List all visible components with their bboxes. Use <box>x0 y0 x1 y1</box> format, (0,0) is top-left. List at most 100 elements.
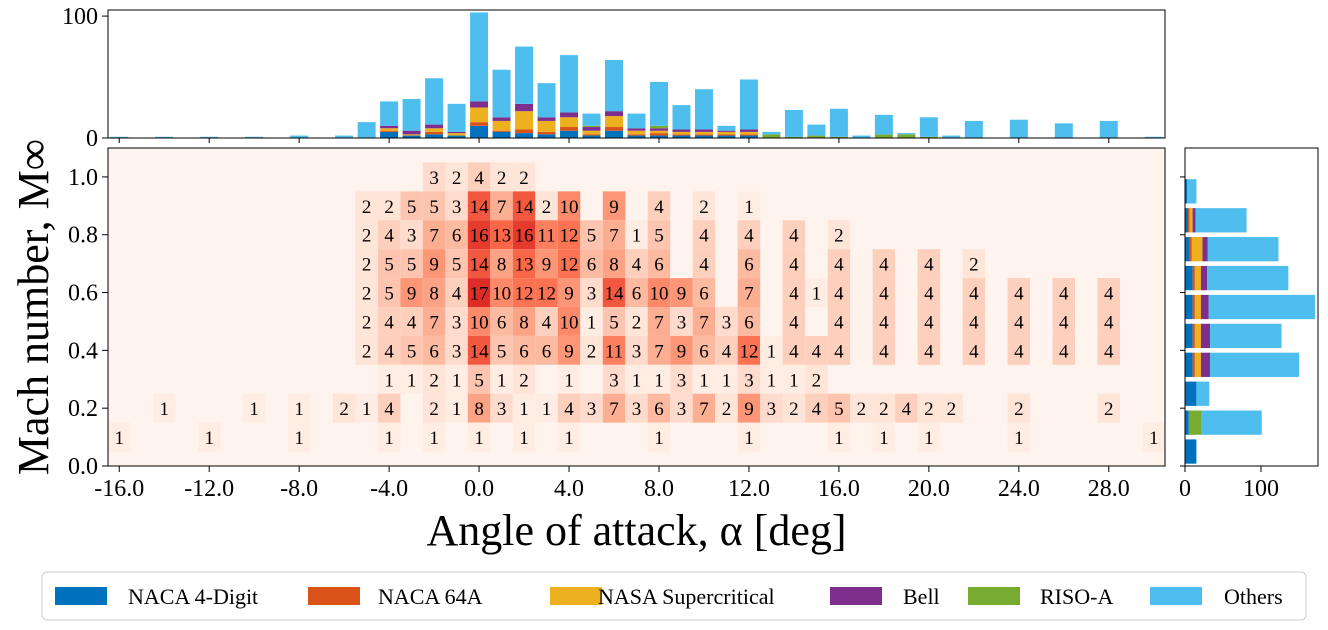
top-bar-naca-4-digit <box>470 125 489 138</box>
top-bar-naca-64a <box>425 131 444 135</box>
heatmap-cell <box>670 364 693 394</box>
heatmap-cell-label: 3 <box>632 341 642 362</box>
heatmap-cell-label: 6 <box>429 341 439 362</box>
heatmap-cell <box>557 335 581 365</box>
heatmap-cell <box>602 307 626 336</box>
heatmap-cell <box>490 364 513 394</box>
heatmap-cell-label: 9 <box>744 399 754 420</box>
right-bar-nasa-supercritical <box>1189 208 1193 233</box>
legend-swatch-naca-64a <box>308 587 360 605</box>
heatmap-cell <box>355 307 378 336</box>
y-tick-label: 0.4 <box>68 338 98 364</box>
heatmap-cell <box>917 393 941 423</box>
heatmap-cell <box>670 335 693 365</box>
top-bar-naca-64a <box>492 130 511 132</box>
legend-swatch-others <box>1150 587 1202 605</box>
heatmap-cell-label: 14 <box>605 284 625 305</box>
right-bar-naca-4-digit <box>1185 439 1197 464</box>
heatmap-cell-label: 6 <box>497 312 507 333</box>
heatmap-cell-label: 4 <box>879 312 889 333</box>
top-bar-naca-4-digit <box>605 130 624 138</box>
heatmap-cell <box>400 307 423 336</box>
heatmap-cell <box>850 393 873 423</box>
top-bar-naca-4-digit <box>560 130 579 138</box>
heatmap-cell <box>647 249 671 279</box>
x-axis-label: Angle of attack, α [deg] <box>426 506 846 555</box>
top-bar-others <box>380 101 399 126</box>
top-bar-others <box>1099 120 1118 138</box>
top-bar-others <box>447 103 466 132</box>
heatmap-cell <box>400 335 423 365</box>
heatmap-cell-label: 7 <box>654 341 664 362</box>
heatmap-cell-label: 1 <box>699 370 709 391</box>
heatmap-cell-label: 2 <box>812 370 822 391</box>
top-bar-nasa-supercritical <box>739 131 758 135</box>
heatmap-cell-label: 2 <box>632 312 642 333</box>
heatmap-cell-label: 10 <box>560 197 579 218</box>
heatmap-cell-label: 1 <box>834 428 844 449</box>
heatmap-cell-label: 8 <box>474 399 484 420</box>
x-tick-label: 20.0 <box>908 476 950 502</box>
top-bar-others <box>560 55 579 113</box>
right-bar-bell <box>1200 294 1209 320</box>
heatmap-cell-label: 2 <box>587 341 597 362</box>
top-bar-bell <box>672 129 691 132</box>
heatmap-cell <box>737 220 761 250</box>
heatmap-cell <box>355 335 378 365</box>
heatmap-cell <box>917 422 941 452</box>
top-bar-naca-64a <box>672 134 691 136</box>
top-bar-others <box>515 46 534 104</box>
legend-label-others: Others <box>1224 584 1283 609</box>
heatmap-cell-label: 10 <box>492 284 511 305</box>
heatmap-cell <box>760 335 783 365</box>
heatmap-cell <box>602 393 626 423</box>
top-bar-bell <box>537 117 556 121</box>
heatmap-cell-label: 7 <box>699 312 709 333</box>
y-tick-label: 1.0 <box>68 165 98 191</box>
heatmap-cell <box>1007 422 1031 452</box>
top-bar-naca-4-digit <box>380 131 399 138</box>
heatmap-cell <box>535 393 558 423</box>
heatmap-cell-label: 9 <box>542 255 552 276</box>
right-bar-naca-64a <box>1192 352 1195 377</box>
heatmap-cell-label: 4 <box>879 284 889 305</box>
top-bar-nasa-supercritical <box>537 120 556 132</box>
right-histogram-panel: 0 100 <box>1179 147 1319 502</box>
top-bar-others <box>582 113 601 126</box>
heatmap-frame <box>107 147 1166 467</box>
top-bar-bell <box>717 130 736 132</box>
heatmap-cell-label: 2 <box>834 226 844 247</box>
heatmap-cell <box>490 162 513 192</box>
heatmap-cell-label: 4 <box>924 312 934 333</box>
x-tick-label: -4.0 <box>370 476 408 502</box>
top-bar-nasa-supercritical <box>560 117 579 128</box>
heatmap-cell-label: 7 <box>429 312 439 333</box>
right-bar-naca-64a <box>1192 265 1195 291</box>
heatmap-cell <box>917 335 941 365</box>
top-bar-naca-64a <box>739 134 758 136</box>
heatmap-cell <box>445 307 468 336</box>
heatmap-cell <box>917 278 941 307</box>
heatmap-cell <box>557 422 581 452</box>
legend-label-riso-a: RISO-A <box>1040 584 1113 609</box>
heatmap-cell-label: 2 <box>789 399 799 420</box>
heatmap-cell <box>602 335 626 365</box>
heatmap-cell-label: 4 <box>542 312 552 333</box>
top-bar-naca-4-digit <box>425 134 444 138</box>
right-bar-naca-4-digit <box>1185 410 1189 435</box>
heatmap-cell <box>512 249 536 279</box>
heatmap-cell-label: 10 <box>470 312 489 333</box>
heatmap-cell-label: 3 <box>587 284 597 305</box>
heatmap-cell-label: 5 <box>407 255 417 276</box>
heatmap-cell <box>467 278 491 307</box>
heatmap-cell <box>737 307 761 336</box>
heatmap-cell <box>602 220 626 250</box>
heatmap-cell <box>962 307 986 336</box>
heatmap-cell-label: 5 <box>407 341 417 362</box>
heatmap-cell-label: 3 <box>744 370 754 391</box>
heatmap-cell-label: 10 <box>560 312 579 333</box>
heatmap-cell <box>580 335 603 365</box>
heatmap-cell-label: 2 <box>722 399 732 420</box>
right-bar-naca-64a <box>1188 208 1190 233</box>
top-bar-others <box>852 135 871 138</box>
